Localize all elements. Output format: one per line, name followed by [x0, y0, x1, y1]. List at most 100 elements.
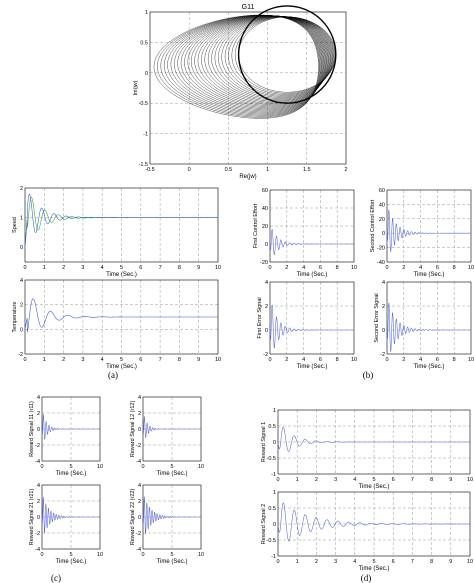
x-tick-label: 8	[430, 477, 433, 483]
x-tick-label: 8	[336, 265, 339, 271]
y-tick-label: 4	[138, 395, 141, 401]
y-tick-label: 20	[262, 224, 268, 230]
series-line	[41, 496, 100, 534]
y-tick-label: -0.5	[267, 456, 276, 462]
x-tick-label: 8	[453, 265, 456, 271]
x-tick-label: 5	[69, 552, 72, 558]
x-tick-label: 5	[170, 552, 173, 558]
y-tick-label: -40	[377, 260, 385, 266]
x-tick-label: 5	[372, 477, 375, 483]
x-tick-label: 8	[336, 357, 339, 363]
nyquist-loop	[224, 16, 334, 97]
axes-frame	[386, 189, 472, 263]
y-axis-label: First Error Signal	[257, 297, 263, 338]
x-tick-label: 6	[436, 357, 439, 363]
x-tick-label: 2	[315, 477, 318, 483]
y-tick-label: 0	[20, 327, 23, 333]
x-tick-label: 0	[276, 559, 279, 565]
y-axis-label: Reward Signal 11 (r11)	[29, 401, 35, 457]
x-tick-label: 4	[302, 357, 305, 363]
x-tick-label: 0	[276, 477, 279, 483]
x-tick-label: 10	[467, 559, 473, 565]
y-tick-label: -0.5	[139, 101, 148, 107]
nyquist-loop	[157, 14, 320, 118]
y-tick-label: -1	[271, 554, 276, 560]
axes-frame	[386, 281, 472, 355]
axes-frame	[269, 281, 355, 355]
x-tick-label: 10	[198, 552, 204, 558]
x-tick-label: 10	[467, 477, 473, 483]
y-tick-label: 0.5	[140, 40, 148, 46]
x-tick-label: 9	[197, 357, 200, 363]
x-tick-label: 2	[285, 265, 288, 271]
nyquist-loop	[163, 15, 321, 116]
x-tick-label: 0	[268, 357, 271, 363]
x-tick-label: 6	[319, 357, 322, 363]
x-tick-label: 0	[40, 552, 43, 558]
x-tick-label: 4	[101, 265, 104, 271]
y-tick-label: -4	[35, 459, 40, 465]
nyquist-loop	[160, 15, 321, 117]
x-tick-label: 2	[344, 167, 347, 173]
y-axis-label: Reward Signal 1	[261, 422, 267, 462]
nyquist-loop	[201, 15, 329, 104]
y-tick-label: 0	[382, 231, 385, 237]
y-tick-label: 20	[379, 217, 385, 223]
y-tick-label: -2	[18, 352, 23, 358]
grid-lines	[25, 188, 218, 262]
x-tick-label: 7	[159, 357, 162, 363]
y-tick-label: 4	[37, 483, 40, 489]
x-tick-label: 0	[385, 357, 388, 363]
x-tick-label: 10	[198, 464, 204, 470]
y-tick-label: -1.5	[139, 162, 148, 168]
x-axis-label: Time (Sec.)	[414, 272, 445, 278]
nyquist-loop	[167, 15, 322, 115]
x-tick-label: 10	[468, 357, 474, 363]
x-tick-label: -0.5	[145, 167, 154, 173]
x-tick-label: 0	[141, 552, 144, 558]
x-tick-label: 9	[197, 265, 200, 271]
x-tick-label: 8	[178, 265, 181, 271]
x-tick-label: 6	[392, 559, 395, 565]
grid-lines	[387, 282, 471, 354]
reward-21-chart: 0 5 10 -4 -2 0 2 4 Time (Sec.) Reward Signal 21 (…	[29, 483, 103, 565]
x-tick-label: 0	[268, 265, 271, 271]
x-axis-label: Time (Sec.)	[297, 272, 328, 278]
x-tick-label: 7	[411, 477, 414, 483]
series-line	[386, 302, 471, 353]
y-tick-label: 0	[273, 440, 276, 446]
y-tick-label: 0	[265, 242, 268, 248]
y-tick-label: 2	[37, 411, 40, 417]
x-tick-label: 10	[97, 552, 103, 558]
series-line	[24, 193, 218, 248]
y-axis-label: Temperature	[12, 302, 18, 333]
x-tick-label: 1	[43, 265, 46, 271]
nyquist-loop	[221, 16, 333, 98]
series-line	[41, 413, 100, 440]
y-tick-label: -2	[35, 443, 40, 449]
x-tick-label: 9	[449, 477, 452, 483]
caption-d: (d)	[360, 573, 372, 583]
x-tick-label: 6	[392, 477, 395, 483]
x-tick-label: 10	[97, 464, 103, 470]
y-tick-label: 60	[262, 188, 268, 194]
nyquist-loop	[211, 16, 331, 101]
x-tick-label: 7	[411, 559, 414, 565]
y-tick-label: -0.5	[267, 538, 276, 544]
y-tick-label: 0	[37, 427, 40, 433]
y-tick-label: -2	[35, 531, 40, 537]
series-line	[142, 416, 201, 438]
y-axis-label: Speed	[12, 217, 18, 233]
x-tick-label: 0	[141, 464, 144, 470]
x-tick-label: 0.5	[225, 167, 233, 173]
reward-1-chart: 0 1 2 3 4 5 6 7 8 9 10 -1 -0.5 0 0.5 1 Time (Sec.) Reward…	[261, 408, 473, 490]
reward-12-chart: 0 5 10 -4 -2 0 2 4 Time (Sec.) Reward Signal 12 (…	[130, 395, 204, 477]
x-axis-label: Time (Sec.)	[56, 471, 87, 477]
y-tick-label: -2	[263, 352, 268, 358]
reward-11-chart: 0 5 10 -4 -2 0 2 4 Time (Sec.) Reward Signal 11 (…	[29, 395, 103, 477]
x-tick-label: 7	[159, 265, 162, 271]
second-control-effort-chart: 0 2 4 6 8 10 -40 -20 0 20 40 60 Time (Sec.) Second Co…	[370, 188, 474, 278]
x-tick-label: 1	[296, 477, 299, 483]
